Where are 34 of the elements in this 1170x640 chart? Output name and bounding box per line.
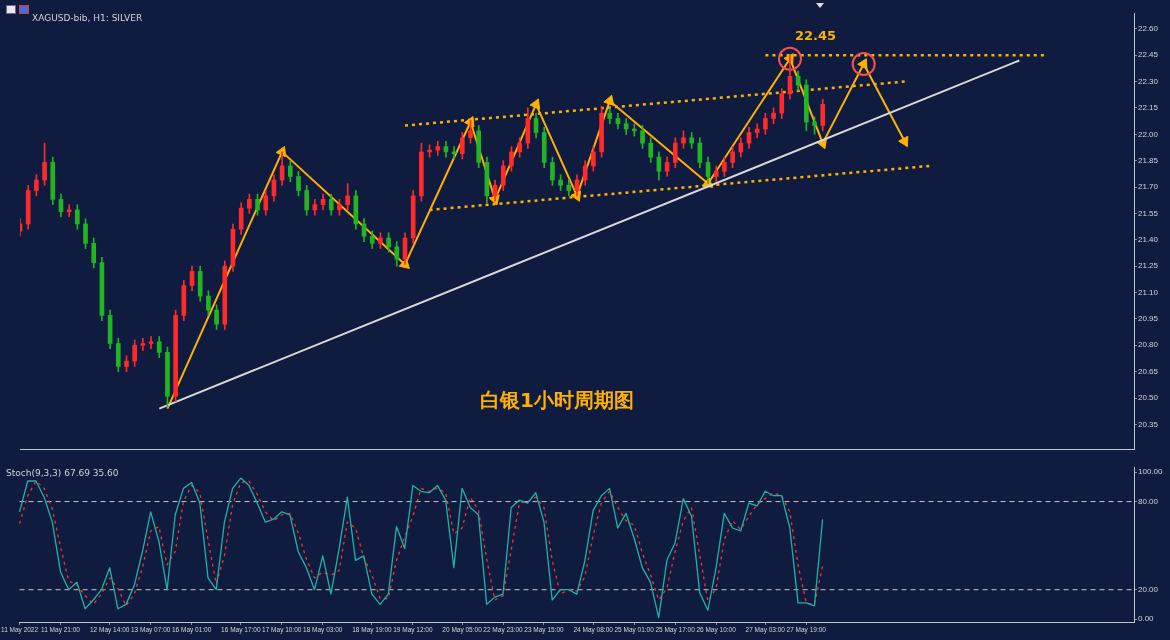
candlestick [754, 123, 760, 139]
y-tick-label: 20.65 [1138, 366, 1159, 376]
candlestick [140, 337, 146, 351]
annotation: 白银1小时周期图 [479, 388, 634, 413]
point [898, 135, 909, 148]
y-tick-label: 22.60 [1138, 24, 1159, 34]
y-tick-label: 22.15 [1138, 103, 1159, 113]
point [529, 98, 541, 110]
y-tick-label: 22.30 [1138, 76, 1159, 86]
y-tick-label: 21.70 [1138, 182, 1159, 192]
y-tick-label: 20.50 [1138, 393, 1159, 403]
y-tick-label: 22.45 [1138, 50, 1159, 60]
annotation: 22.45 [794, 28, 837, 44]
y-tick-label: 21.25 [1138, 261, 1159, 271]
point [603, 94, 615, 106]
candlestick [435, 141, 441, 156]
y-tick-label: 20.35 [1138, 419, 1159, 429]
y-tick-label: 80.00 [1138, 496, 1159, 506]
y-tick-label: 22.00 [1138, 129, 1159, 139]
point [777, 46, 802, 71]
y-tick-label: 100.00 [1138, 467, 1164, 477]
y-tick-label: 20.00 [1138, 584, 1159, 594]
y-tick-label: 21.85 [1138, 155, 1159, 165]
chart-title: XAGUSD-bib, H1: SILVER [32, 13, 143, 24]
point [464, 116, 475, 128]
chart-title: Stoch(9,3,3) 67.69 35.60 [6, 468, 119, 479]
y-tick-label: 20.80 [1138, 340, 1159, 350]
y-tick-label: 21.55 [1138, 208, 1159, 218]
point [851, 51, 876, 76]
candlestick [148, 336, 154, 350]
y-tick-label: 21.10 [1138, 287, 1159, 297]
y-tick-label: 0.00 [1138, 614, 1155, 624]
y-tick-label: 21.40 [1138, 234, 1159, 244]
y-tick-label: 20.95 [1138, 314, 1159, 324]
